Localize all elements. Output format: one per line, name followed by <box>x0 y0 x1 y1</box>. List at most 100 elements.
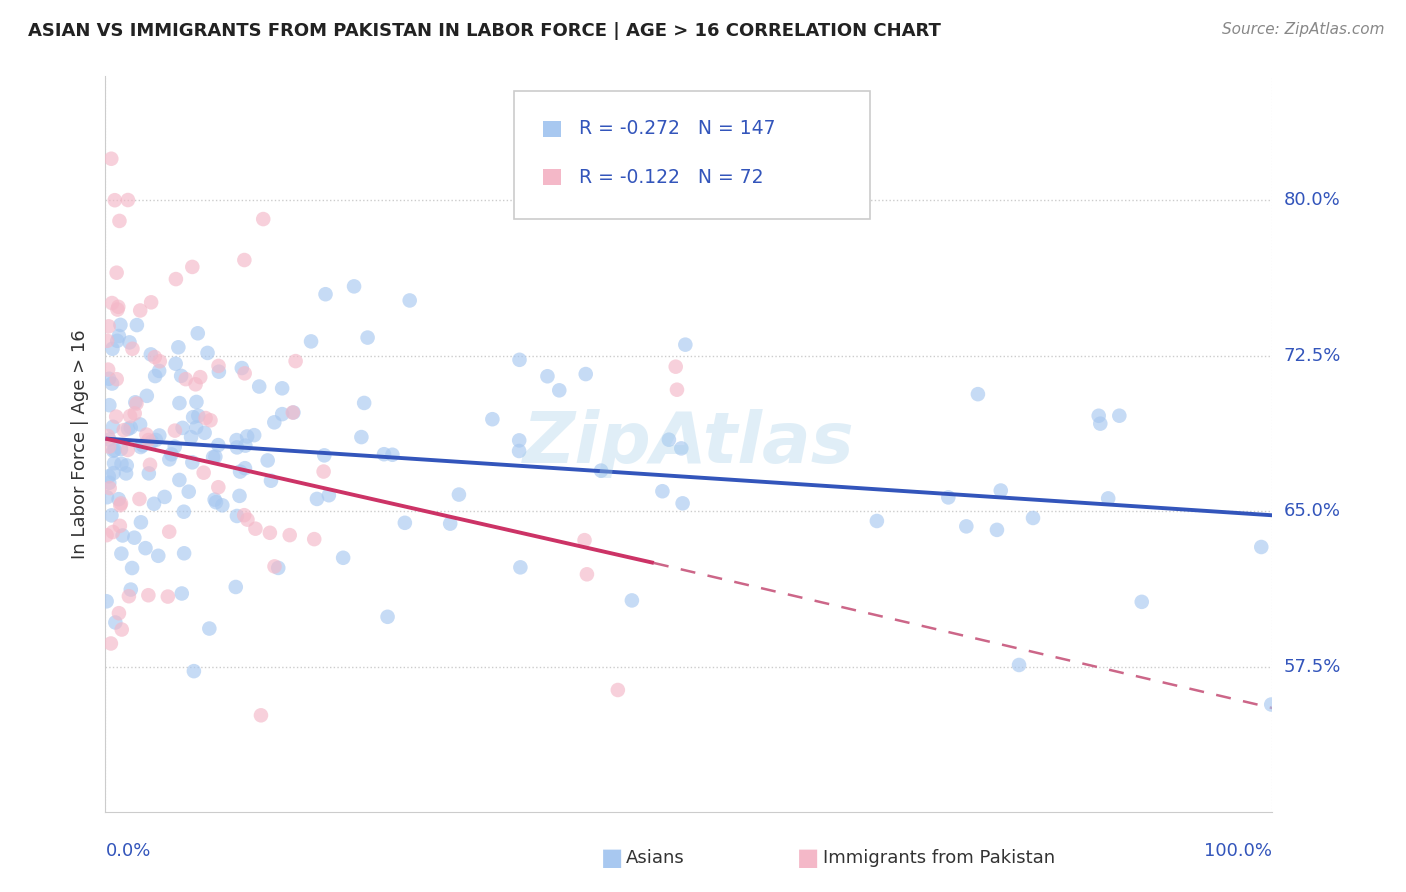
Point <box>181 260 204 274</box>
Point <box>163 424 186 438</box>
Point <box>228 489 250 503</box>
Point <box>651 484 673 499</box>
Point <box>283 405 305 419</box>
Text: 72.5%: 72.5% <box>1284 347 1341 365</box>
Text: ■: ■ <box>797 847 820 870</box>
Point <box>574 533 596 548</box>
Point <box>103 456 125 470</box>
Point <box>143 350 166 364</box>
Point <box>353 396 375 410</box>
Point <box>225 580 247 594</box>
Text: Asians: Asians <box>626 849 685 867</box>
Point <box>138 588 160 602</box>
Point <box>157 452 180 467</box>
Point <box>111 528 134 542</box>
Point <box>96 594 118 608</box>
Point <box>174 372 197 386</box>
Point <box>98 433 121 447</box>
Point <box>143 497 166 511</box>
Point <box>181 410 204 425</box>
Point <box>188 370 211 384</box>
Point <box>156 590 179 604</box>
Point <box>481 412 503 426</box>
Point <box>107 492 129 507</box>
Point <box>177 484 200 499</box>
Point <box>125 318 148 332</box>
Point <box>233 508 256 523</box>
Point <box>134 541 156 556</box>
Text: R = -0.272   N = 147: R = -0.272 N = 147 <box>578 120 775 138</box>
Point <box>153 490 176 504</box>
Point <box>98 440 121 454</box>
Point <box>575 367 598 381</box>
Point <box>103 466 125 480</box>
Text: Immigrants from Pakistan: Immigrants from Pakistan <box>823 849 1054 867</box>
Point <box>267 561 290 575</box>
Point <box>225 433 247 447</box>
Point <box>112 423 135 437</box>
Point <box>165 272 187 286</box>
Point <box>207 480 229 494</box>
Point <box>124 406 146 420</box>
Point <box>208 365 231 379</box>
Point <box>204 492 226 507</box>
Point <box>148 428 170 442</box>
Point <box>101 376 124 391</box>
Point <box>105 409 128 424</box>
Point <box>226 441 249 455</box>
Point <box>98 372 121 386</box>
Point <box>118 589 141 603</box>
FancyBboxPatch shape <box>543 120 561 136</box>
Point <box>202 450 225 465</box>
Point <box>299 334 322 349</box>
Point <box>108 606 131 620</box>
Point <box>986 523 1008 537</box>
Point <box>115 467 138 481</box>
Point <box>377 609 399 624</box>
Point <box>186 395 208 409</box>
Point <box>108 329 131 343</box>
Point <box>381 448 404 462</box>
Point <box>1260 698 1282 712</box>
Point <box>671 442 693 456</box>
Point <box>129 303 152 318</box>
Point <box>1108 409 1130 423</box>
Point <box>148 364 170 378</box>
Point <box>129 417 152 432</box>
Point <box>138 467 160 481</box>
Point <box>673 337 696 351</box>
Point <box>110 547 132 561</box>
Point <box>194 425 217 440</box>
Point <box>120 420 142 434</box>
Point <box>110 496 132 510</box>
Point <box>160 447 183 461</box>
Point <box>509 560 531 574</box>
Point <box>135 389 157 403</box>
FancyBboxPatch shape <box>543 169 561 186</box>
Point <box>120 409 142 424</box>
Point <box>247 379 270 393</box>
Point <box>1090 417 1112 431</box>
Point <box>548 384 571 398</box>
Point <box>98 481 121 495</box>
Point <box>96 528 118 542</box>
Point <box>170 586 193 600</box>
Point <box>1250 540 1272 554</box>
Point <box>100 152 122 166</box>
Point <box>318 488 340 502</box>
Point <box>236 513 259 527</box>
Point <box>332 550 354 565</box>
Point <box>233 253 256 268</box>
Point <box>193 466 215 480</box>
Point <box>606 683 628 698</box>
Point <box>120 582 142 597</box>
Point <box>181 455 204 469</box>
Point <box>96 490 118 504</box>
Point <box>305 491 328 506</box>
Point <box>124 395 146 409</box>
Point <box>187 326 209 341</box>
Point <box>138 433 160 447</box>
Point <box>187 409 209 423</box>
Point <box>356 330 378 344</box>
Point <box>107 300 129 314</box>
